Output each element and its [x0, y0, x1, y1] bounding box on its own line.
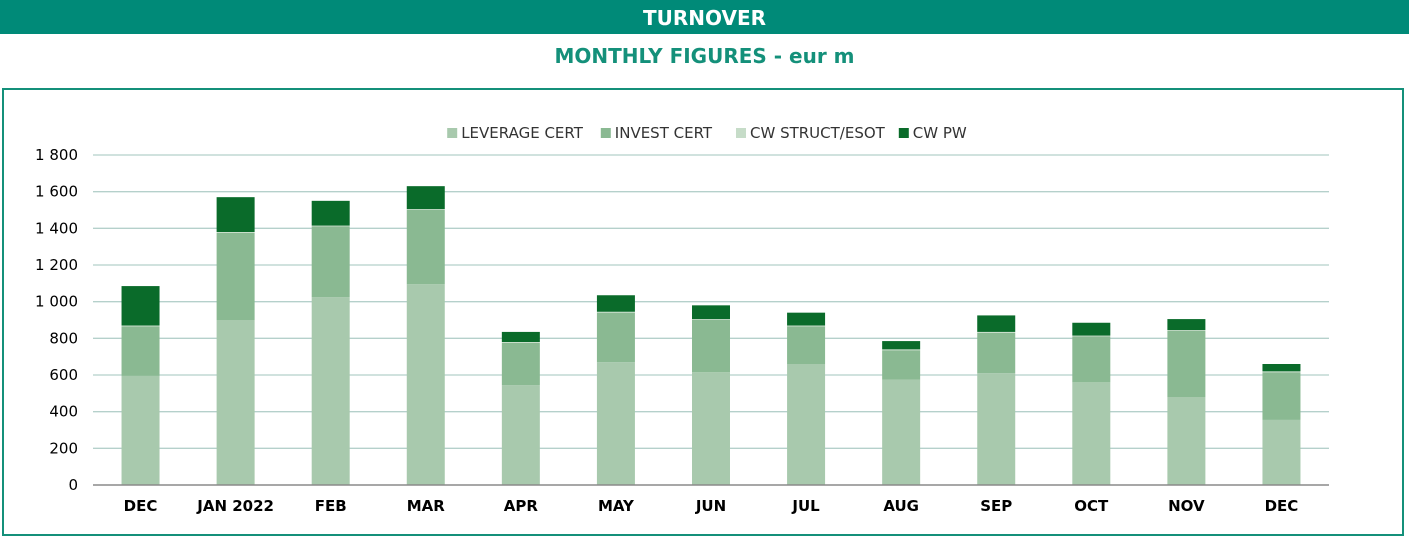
x-tick-label: MAR	[407, 497, 446, 515]
x-tick-label: DEC	[1265, 497, 1299, 515]
chart-subtitle: MONTHLY FIGURES - eur m	[554, 44, 855, 68]
bar-cw-struct-esot	[787, 325, 826, 327]
page-title: TURNOVER	[642, 6, 767, 30]
bar-invest-cert	[216, 232, 255, 320]
bar-cw-struct-esot	[406, 209, 445, 210]
bar-leverage-cert	[692, 372, 730, 485]
y-tick-label: 1 200	[35, 256, 78, 274]
bar-invest-cert	[1167, 331, 1206, 397]
bar-invest-cert	[882, 350, 921, 380]
bar-invest-cert	[1072, 336, 1111, 383]
legend-swatch	[600, 128, 611, 138]
bar-invest-cert	[311, 226, 350, 298]
legend-label: CW PW	[913, 124, 967, 142]
bar-cw-pw	[121, 286, 160, 326]
bar-cw-struct-esot	[216, 232, 255, 233]
bar-leverage-cert	[977, 373, 1016, 485]
bar-cw-pw	[787, 312, 826, 326]
axis-layer: 0 200 400 600 800 1 000 1 200 1 400 1 600 1 800 DE…	[35, 146, 1329, 515]
x-tick-label: FEB	[315, 497, 347, 515]
x-tick-label: JUL	[791, 497, 820, 515]
bar-leverage-cert	[311, 297, 350, 485]
bar-cw-struct-esot	[121, 325, 160, 327]
x-tick-label: JUN	[695, 497, 726, 515]
bar-cw-pw	[406, 186, 445, 210]
bar-leverage-cert	[596, 362, 635, 485]
bar-invest-cert	[977, 332, 1016, 374]
page-title-bar: TURNOVER	[0, 0, 1409, 34]
x-tick-label: JAN 2022	[196, 497, 274, 515]
y-tick-label: 1 400	[35, 219, 78, 237]
bar-cw-pw	[1072, 322, 1111, 336]
bar-invest-cert	[1262, 372, 1301, 420]
bar-leverage-cert	[787, 364, 826, 485]
bar-cw-struct-esot	[596, 311, 635, 313]
turnover-chart: 0 200 400 600 800 1 000 1 200 1 400 1 600 1 800 DE…	[35, 124, 1329, 515]
legend-label: CW STRUCT/ESOT	[750, 124, 886, 142]
y-tick-label: 1 000	[35, 293, 78, 311]
legend-label: INVEST CERT	[615, 124, 713, 142]
bar-leverage-cert	[882, 379, 921, 485]
bar-leverage-cert	[216, 320, 255, 485]
y-tick-label: 800	[49, 329, 78, 347]
x-tick-label: MAY	[598, 497, 635, 515]
bar-invest-cert	[692, 320, 730, 373]
legend-item: CW PW	[898, 124, 967, 142]
x-tick-label: OCT	[1074, 497, 1109, 515]
y-tick-label: 0	[68, 476, 78, 494]
bar-cw-pw	[977, 315, 1016, 332]
legend-layer: LEVERAGE CERT INVEST CERT CW STRUCT/ESOT CW…	[447, 124, 967, 142]
legend-swatch	[447, 128, 458, 138]
bar-cw-pw	[216, 197, 255, 232]
bar-cw-struct-esot	[1262, 371, 1301, 373]
bar-cw-pw	[1167, 319, 1206, 331]
bar-cw-struct-esot	[977, 331, 1016, 333]
legend-item: CW STRUCT/ESOT	[736, 124, 886, 142]
bar-invest-cert	[596, 312, 635, 363]
x-tick-label: SEP	[980, 497, 1012, 515]
bar-leverage-cert	[1262, 419, 1301, 485]
bar-cw-pw	[1262, 364, 1301, 372]
x-tick-label: APR	[504, 497, 539, 515]
y-tick-label: 600	[49, 366, 78, 384]
grid-layer	[93, 154, 1329, 449]
bar-leverage-cert	[1072, 382, 1111, 485]
bar-leverage-cert	[121, 375, 160, 485]
bar-invest-cert	[501, 342, 540, 386]
bar-cw-pw	[692, 305, 730, 320]
x-tick-label: AUG	[883, 497, 919, 515]
y-tick-label: 1 800	[35, 146, 78, 164]
bar-invest-cert	[406, 210, 445, 285]
bar-cw-struct-esot	[692, 319, 730, 320]
bar-leverage-cert	[501, 385, 540, 485]
legend-item: INVEST CERT	[600, 124, 713, 142]
bar-cw-struct-esot	[501, 342, 540, 343]
bar-cw-pw	[311, 200, 350, 226]
chart-frame: 0 200 400 600 800 1 000 1 200 1 400 1 600 1 800 DE…	[2, 88, 1404, 536]
y-tick-label: 400	[49, 403, 78, 421]
bar-cw-struct-esot	[311, 225, 350, 227]
bar-invest-cert	[121, 326, 160, 376]
y-tick-label: 1 600	[35, 183, 78, 201]
legend-label: LEVERAGE CERT	[461, 124, 584, 142]
y-tick-label: 200	[49, 439, 78, 457]
bar-cw-struct-esot	[882, 349, 921, 351]
bar-cw-struct-esot	[1167, 330, 1206, 331]
x-tick-label: NOV	[1168, 497, 1205, 515]
bar-cw-struct-esot	[1072, 335, 1111, 337]
legend-swatch	[898, 128, 909, 138]
bar-cw-pw	[596, 295, 635, 312]
bar-leverage-cert	[1167, 397, 1206, 485]
bar-cw-pw	[501, 331, 540, 342]
x-tick-label: DEC	[124, 497, 158, 515]
bar-cw-pw	[882, 341, 921, 350]
bar-leverage-cert	[406, 284, 445, 485]
legend-item: LEVERAGE CERT	[447, 124, 584, 142]
bars-layer	[121, 186, 1301, 485]
legend-swatch	[736, 128, 746, 138]
bar-invest-cert	[787, 326, 826, 364]
